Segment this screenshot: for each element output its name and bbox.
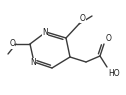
Text: N: N bbox=[30, 58, 36, 67]
Text: N: N bbox=[42, 28, 48, 37]
Text: O: O bbox=[80, 14, 86, 23]
Text: O: O bbox=[106, 34, 112, 43]
Text: O: O bbox=[9, 40, 15, 49]
Text: HO: HO bbox=[108, 69, 120, 78]
